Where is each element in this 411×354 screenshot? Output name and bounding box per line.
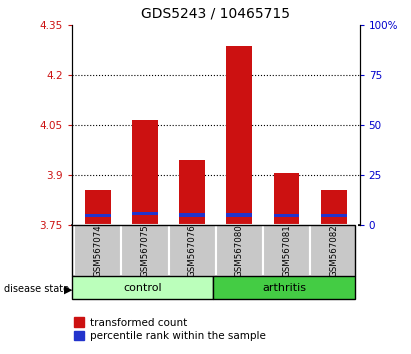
Bar xyxy=(132,212,158,216)
Text: GSM567075: GSM567075 xyxy=(141,224,150,277)
Bar xyxy=(274,214,300,217)
Bar xyxy=(310,225,357,276)
Text: GSM567080: GSM567080 xyxy=(235,224,244,277)
Bar xyxy=(72,276,213,299)
Text: disease state: disease state xyxy=(4,284,69,294)
Bar xyxy=(121,225,169,276)
Bar xyxy=(226,213,252,217)
Bar xyxy=(132,120,158,225)
Text: GSM567076: GSM567076 xyxy=(188,224,197,277)
Text: GSM567081: GSM567081 xyxy=(282,224,291,277)
Text: GSM567082: GSM567082 xyxy=(329,224,338,277)
Bar xyxy=(274,173,300,225)
Bar xyxy=(74,225,121,276)
Bar xyxy=(85,214,111,217)
Bar xyxy=(321,190,346,225)
Bar xyxy=(216,225,263,276)
Legend: transformed count, percentile rank within the sample: transformed count, percentile rank withi… xyxy=(70,313,270,345)
Bar xyxy=(321,214,346,217)
Text: arthritis: arthritis xyxy=(262,282,306,293)
Text: ▶: ▶ xyxy=(64,284,72,294)
Bar xyxy=(263,225,310,276)
Text: control: control xyxy=(123,282,162,293)
Text: GSM567074: GSM567074 xyxy=(93,224,102,277)
Title: GDS5243 / 10465715: GDS5243 / 10465715 xyxy=(141,7,290,21)
Bar xyxy=(179,160,205,225)
Bar xyxy=(85,190,111,225)
Bar xyxy=(169,225,216,276)
Bar xyxy=(213,276,355,299)
Bar xyxy=(179,213,205,217)
Bar xyxy=(226,46,252,225)
